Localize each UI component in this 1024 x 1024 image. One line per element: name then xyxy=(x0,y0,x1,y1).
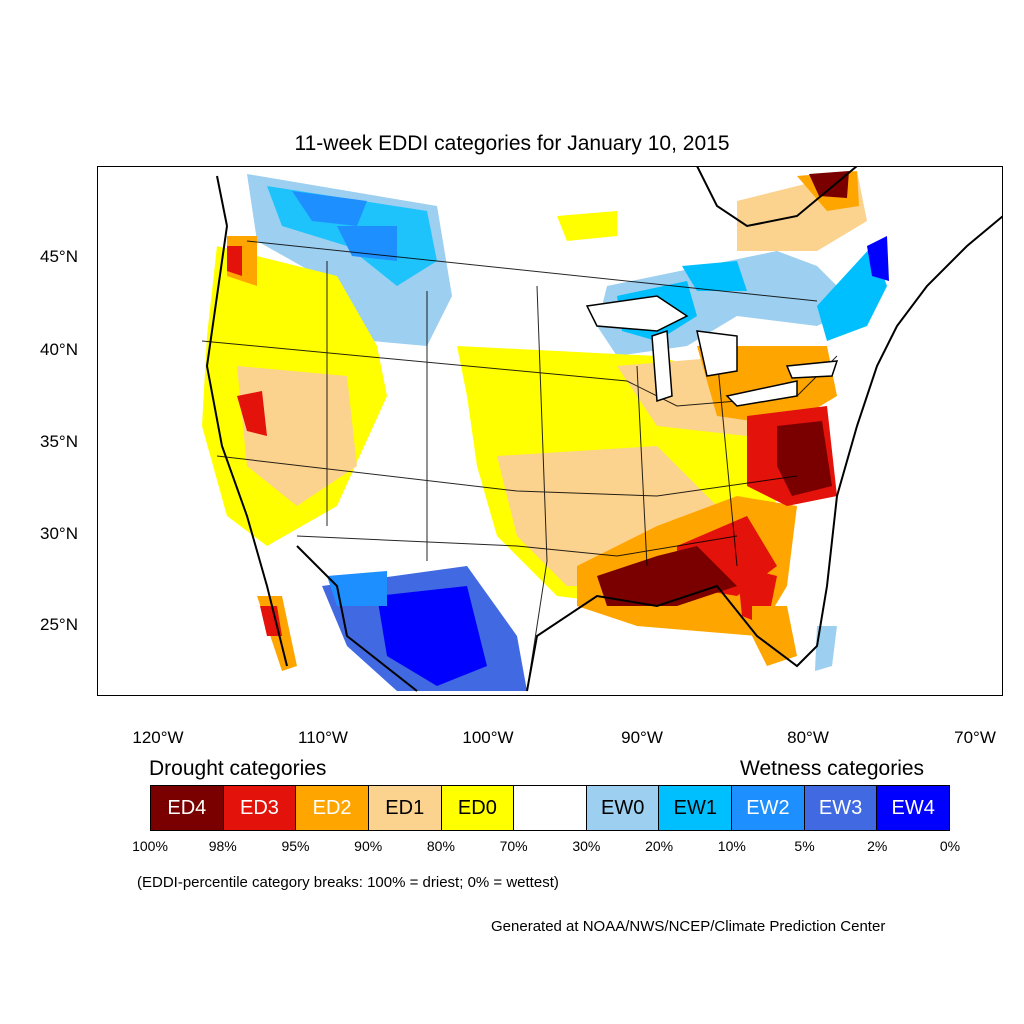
lon-label-120: 120°W xyxy=(132,728,184,747)
percentile-label: 80% xyxy=(426,838,455,854)
lat-label-30: 30°N xyxy=(40,524,78,543)
legend-swatch-ed1: ED1 xyxy=(368,786,442,830)
legend-swatch-ed3: ED3 xyxy=(223,786,297,830)
lat-label-45: 45°N xyxy=(40,247,78,266)
wetness-categories-title: Wetness categories xyxy=(740,757,925,780)
legend-swatch-ed4: ED4 xyxy=(151,786,224,830)
great-lakes xyxy=(585,295,839,407)
legend-swatch-ew3: EW3 xyxy=(804,786,878,830)
legend-swatch-ew2: EW2 xyxy=(732,786,805,830)
percentile-label: 20% xyxy=(645,838,674,854)
legend-swatch-ew4: EW4 xyxy=(877,786,950,830)
percentile-label: 0% xyxy=(939,838,961,854)
coastlines xyxy=(205,166,1003,692)
lon-label-70: 70°W xyxy=(954,728,996,747)
eddi-map xyxy=(97,166,1003,696)
lon-label-110: 110°W xyxy=(298,728,348,747)
credit-line: Generated at NOAA/NWS/NCEP/Climate Predi… xyxy=(491,918,886,935)
percentile-label: 100% xyxy=(132,838,168,854)
percentile-label: 30% xyxy=(572,838,601,854)
percentile-label: 10% xyxy=(717,838,746,854)
lat-label-25: 25°N xyxy=(40,615,78,634)
map-title: 11-week EDDI categories for January 10, … xyxy=(294,132,730,155)
legend-swatch-ed0: ED0 xyxy=(441,786,515,830)
percentile-label: 2% xyxy=(867,838,888,854)
percentile-label: 5% xyxy=(794,838,815,854)
legend-note: (EDDI-percentile category breaks: 100% =… xyxy=(137,874,559,891)
percentile-label: 90% xyxy=(354,838,383,854)
percentile-label: 98% xyxy=(208,838,237,854)
lat-label-40: 40°N xyxy=(40,340,78,359)
lon-label-90: 90°W xyxy=(621,728,663,747)
legend-swatch-neutral xyxy=(514,786,587,830)
percentile-label: 70% xyxy=(499,838,528,854)
legend-swatch-ew0: EW0 xyxy=(586,786,660,830)
lat-label-35: 35°N xyxy=(40,432,78,451)
legend-swatch-ed2: ED2 xyxy=(296,786,369,830)
state-borders xyxy=(201,240,838,692)
lon-label-80: 80°W xyxy=(787,728,829,747)
lon-label-100: 100°W xyxy=(462,728,514,747)
legend-swatch-ew1: EW1 xyxy=(659,786,733,830)
legend-bar: ED4 ED3 ED2 ED1 ED0 EW0 EW1 EW2 EW3 EW4 xyxy=(150,785,950,831)
percentile-label: 95% xyxy=(281,838,310,854)
drought-categories-title: Drought categories xyxy=(149,757,327,780)
